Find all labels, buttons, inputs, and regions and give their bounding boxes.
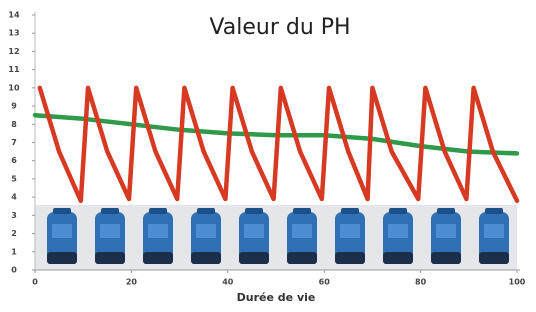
data-line [40, 88, 517, 201]
canister-base [191, 252, 221, 264]
canister-cap [149, 208, 167, 214]
x-tick-label: 20 [126, 278, 138, 287]
page: {"chart_data": {"type": "line", "title":… [0, 0, 536, 312]
canister-cap [389, 208, 407, 214]
canister-base [95, 252, 125, 264]
y-tick-label: 14 [8, 11, 20, 20]
canister-cap [341, 208, 359, 214]
canister-label [484, 224, 504, 238]
x-tick-label: 60 [319, 278, 331, 287]
canister-label [340, 224, 360, 238]
x-tick-label: 40 [222, 278, 234, 287]
canister-base [287, 252, 317, 264]
canister-base [143, 252, 173, 264]
canister-base [383, 252, 413, 264]
canister-label [196, 224, 216, 238]
canister-label [148, 224, 168, 238]
y-tick-label: 7 [11, 138, 17, 147]
x-tick-label: 0 [32, 278, 38, 287]
canister-base [479, 252, 509, 264]
y-tick-label: 9 [11, 102, 17, 111]
chart-title: Valeur du PH [209, 15, 350, 40]
canister-cap [437, 208, 455, 214]
canister-cap [485, 208, 503, 214]
y-tick-label: 0 [11, 266, 17, 275]
canister-label [100, 224, 120, 238]
canister-cap [197, 208, 215, 214]
y-tick-label: 5 [11, 174, 17, 183]
canister-label [292, 224, 312, 238]
x-tick-label: 100 [509, 278, 526, 287]
y-tick-label: 3 [11, 211, 17, 220]
x-axis-label: Durée de vie [237, 291, 316, 304]
canister-cap [293, 208, 311, 214]
y-tick-label: 10 [8, 83, 20, 92]
y-tick-label: 2 [11, 229, 17, 238]
y-tick-label: 13 [8, 29, 19, 38]
y-tick-label: 4 [11, 193, 17, 202]
x-tick-label: 80 [415, 278, 427, 287]
canister-base [431, 252, 461, 264]
y-tick-label: 1 [11, 247, 17, 256]
canister-label [436, 224, 456, 238]
canister-label [52, 224, 72, 238]
canister-base [335, 252, 365, 264]
canister-cap [245, 208, 263, 214]
chart: Valeur du PH Durée de vie 01234567891011… [0, 0, 536, 312]
y-tick-label: 12 [8, 47, 19, 56]
y-tick-label: 6 [11, 156, 17, 165]
canister-base [47, 252, 77, 264]
y-tick-label: 8 [11, 120, 17, 129]
canister-cap [101, 208, 119, 214]
canister-base [239, 252, 269, 264]
canister-label [388, 224, 408, 238]
y-tick-label: 11 [8, 65, 20, 74]
canister-cap [53, 208, 71, 214]
canister-label [244, 224, 264, 238]
